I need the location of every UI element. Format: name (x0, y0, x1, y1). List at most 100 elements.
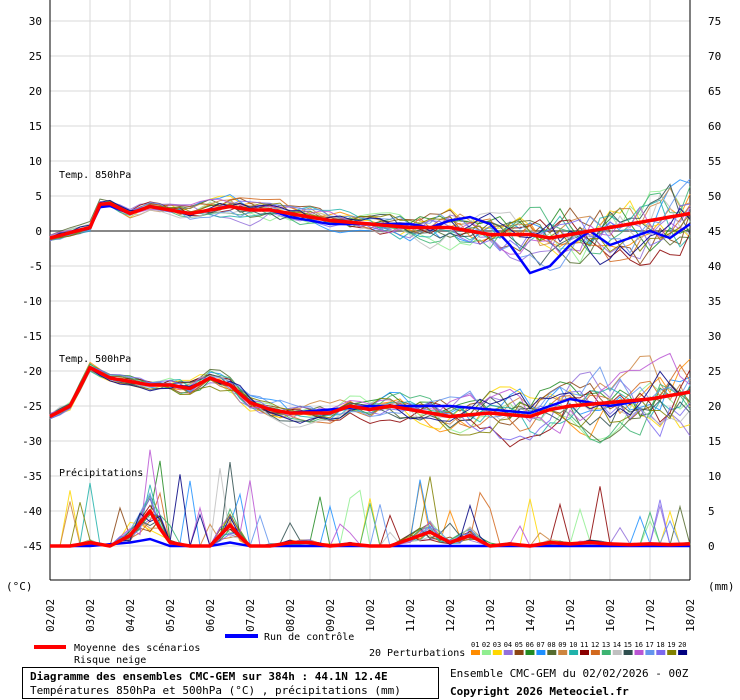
x-tick-label: 02/02 (44, 599, 57, 632)
left-tick-label: 15 (29, 120, 42, 133)
left-tick-label: -20 (22, 365, 42, 378)
x-tick-label: 07/02 (244, 599, 257, 632)
left-tick-label: -40 (22, 505, 42, 518)
perturbation-line (49, 366, 691, 443)
member-swatch (656, 650, 666, 655)
member-swatch (471, 650, 480, 655)
legend-mean-label: Moyenne des scénarios (74, 642, 200, 654)
run-label: Ensemble CMC-GEM du 02/02/2026 - 00Z (450, 667, 689, 680)
perturbation-line (49, 178, 691, 272)
x-tick-label: 04/02 (124, 599, 137, 632)
x-tick-label: 16/02 (604, 599, 617, 632)
x-tick-label: 15/02 (564, 599, 577, 632)
member-number: 20 (678, 641, 686, 649)
mean-and-control-lines (49, 201, 691, 548)
right-tick-label: 40 (708, 260, 721, 273)
right-tick-label: 0 (708, 540, 715, 553)
right-tick-label: 5 (708, 505, 715, 518)
member-number: 08 (547, 641, 555, 649)
member-number: 19 (667, 641, 675, 649)
right-tick-label: 75 (708, 15, 721, 28)
member-number: 16 (635, 641, 643, 649)
x-tick-label: 06/02 (204, 599, 217, 632)
perturbation-line (49, 365, 691, 441)
x-tick-label: 17/02 (644, 599, 657, 632)
mean-line (49, 365, 691, 419)
chart-subtitle: Températures 850hPa et 500hPa (°C) , pré… (30, 684, 401, 697)
right-tick-label: 25 (708, 365, 721, 378)
member-number: 12 (591, 641, 599, 649)
left-tick-label: -5 (29, 260, 42, 273)
member-number: 01 (471, 641, 479, 649)
x-tick-label: 11/02 (404, 599, 417, 632)
member-number: 09 (558, 641, 566, 649)
member-swatch (525, 650, 535, 655)
x-tick-label: 03/02 (84, 599, 97, 632)
member-number: 03 (493, 641, 501, 649)
x-tick-label: 10/02 (364, 599, 377, 632)
right-tick-label: 20 (708, 400, 721, 413)
member-number: 06 (526, 641, 534, 649)
right-tick-label: 15 (708, 435, 721, 448)
left-tick-label: 0 (35, 225, 42, 238)
member-number: 18 (656, 641, 664, 649)
right-tick-label: 50 (708, 190, 721, 203)
left-tick-label: 25 (29, 50, 42, 63)
right-tick-label: 60 (708, 120, 721, 133)
legend-perturbations-label: 20 Perturbations (369, 648, 465, 659)
mean-line (49, 201, 691, 240)
member-legend: 01 02 03 04 05 06 07 08 09 10 11 12 13 14 15 16 17 18 19 20 (471, 641, 688, 655)
member-swatch (612, 650, 622, 655)
member-number: 15 (624, 641, 632, 649)
x-tick-label: 13/02 (484, 599, 497, 632)
left-tick-label: 5 (35, 190, 42, 203)
grid (49, 0, 691, 581)
right-tick-label: 70 (708, 50, 721, 63)
axis-ticks: 302520151050-5-10-15-20-25-30-35-40-4575… (22, 15, 721, 632)
member-swatch (536, 650, 546, 655)
annotation-t850: Temp. 850hPa (59, 170, 131, 181)
chart-title: Diagramme des ensembles CMC-GEM sur 384h… (30, 670, 388, 683)
member-swatch (569, 650, 579, 655)
member-swatch (634, 650, 644, 655)
x-tick-label: 18/02 (684, 599, 697, 632)
member-swatch (667, 650, 677, 655)
member-number: 17 (645, 641, 653, 649)
left-tick-label: -10 (22, 295, 42, 308)
member-swatch (503, 650, 513, 655)
right-tick-label: 30 (708, 330, 721, 343)
x-tick-label: 09/02 (324, 599, 337, 632)
member-number: 14 (613, 641, 621, 649)
annotation-t500: Temp. 500hPa (59, 354, 131, 365)
member-swatch (492, 650, 502, 655)
member-number: 05 (515, 641, 523, 649)
member-swatch (481, 650, 491, 655)
left-tick-label: -45 (22, 540, 42, 553)
copyright: Copyright 2026 Meteociel.fr (450, 685, 629, 698)
left-tick-label: -35 (22, 470, 42, 483)
member-number: 04 (504, 641, 512, 649)
annotation-precip: Précipitations (59, 467, 143, 479)
right-tick-label: 10 (708, 470, 721, 483)
left-tick-label: -25 (22, 400, 42, 413)
member-swatch (590, 650, 600, 655)
legend-snow-label: Risque neige (74, 655, 146, 666)
member-number: 13 (602, 641, 610, 649)
x-tick-label: 14/02 (524, 599, 537, 632)
member-number: 02 (482, 641, 490, 649)
member-swatch (558, 650, 568, 655)
member-swatch (678, 650, 688, 655)
right-tick-label: 55 (708, 155, 721, 168)
left-tick-label: -30 (22, 435, 42, 448)
member-number: 07 (536, 641, 544, 649)
left-unit: (°C) (6, 580, 33, 593)
x-tick-label: 12/02 (444, 599, 457, 632)
member-number: 11 (580, 641, 588, 649)
left-tick-label: 10 (29, 155, 42, 168)
member-swatch (645, 650, 655, 655)
perturbation-line (49, 365, 691, 441)
legend-control-label: Run de contrôle (264, 631, 354, 643)
left-tick-label: 30 (29, 15, 42, 28)
member-swatch (514, 650, 524, 655)
